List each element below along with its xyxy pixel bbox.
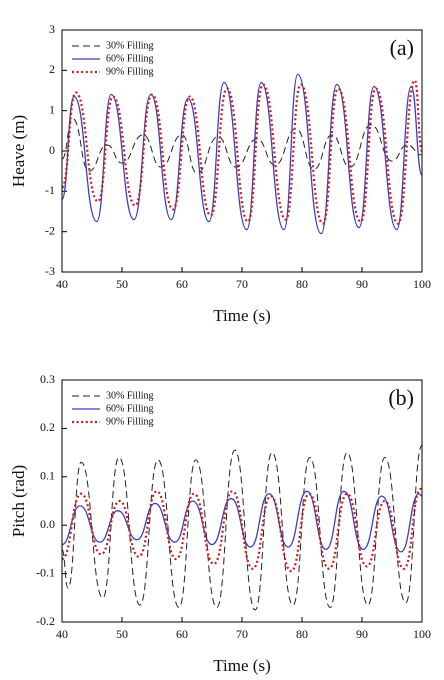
series-line <box>62 73 422 235</box>
x-tick-label: 60 <box>176 277 188 291</box>
y-tick-label: 0 <box>49 143 55 157</box>
x-tick-label: 50 <box>116 277 128 291</box>
x-tick-label: 40 <box>56 627 68 641</box>
y-tick-label: -3 <box>45 264 55 278</box>
x-tick-label: 100 <box>413 277 431 291</box>
x-tick-label: 90 <box>356 627 368 641</box>
x-tick-label: 70 <box>236 627 248 641</box>
plot: -0.2 -0.1 0.0 0.1 0.2 0.3 40 50 60 70 80 90 100 30% F… <box>9 372 431 675</box>
legend-label: 90% Filling <box>106 66 154 77</box>
y-tick-label: -1 <box>45 183 55 197</box>
x-axis-label: Time (s) <box>213 656 270 675</box>
legend-label: 60% Filling <box>106 53 154 64</box>
series-line <box>62 490 422 553</box>
y-tick-label: -2 <box>45 223 55 237</box>
x-tick-label: 50 <box>116 627 128 641</box>
legend-label: 90% Filling <box>106 416 154 427</box>
panel-label: (a) <box>390 35 414 60</box>
x-tick-label: 70 <box>236 277 248 291</box>
plot: -3 -2 -1 0 1 2 3 40 50 60 70 80 90 100 30% Filling 60% … <box>9 22 431 325</box>
y-axis-label: Heave (m) <box>9 115 28 187</box>
legend-label: 60% Filling <box>106 403 154 414</box>
series-line <box>62 79 422 225</box>
legend-label: 30% Filling <box>106 40 154 51</box>
y-tick-label: 0.1 <box>40 469 55 483</box>
panel-label: (b) <box>388 385 414 410</box>
legend-label: 30% Filling <box>106 390 154 401</box>
y-tick-label: 1 <box>49 102 55 116</box>
x-axis-label: Time (s) <box>213 306 270 325</box>
x-tick-label: 80 <box>296 627 308 641</box>
x-tick-label: 80 <box>296 277 308 291</box>
x-tick-label: 100 <box>413 627 431 641</box>
x-tick-label: 40 <box>56 277 68 291</box>
series-line <box>62 487 422 573</box>
x-tick-label: 90 <box>356 277 368 291</box>
y-tick-label: 0.0 <box>40 517 55 531</box>
y-tick-label: 3 <box>49 22 55 36</box>
y-tick-label: -0.2 <box>36 614 55 628</box>
y-tick-label: 0.3 <box>40 372 55 386</box>
y-tick-label: 2 <box>49 62 55 76</box>
series-line <box>62 444 422 611</box>
x-tick-label: 60 <box>176 627 188 641</box>
y-tick-label: -0.1 <box>36 565 55 579</box>
plot-frame <box>61 379 423 623</box>
plot-frame <box>61 29 423 273</box>
y-axis-label: Pitch (rad) <box>9 465 28 537</box>
y-tick-label: 0.2 <box>40 420 55 434</box>
